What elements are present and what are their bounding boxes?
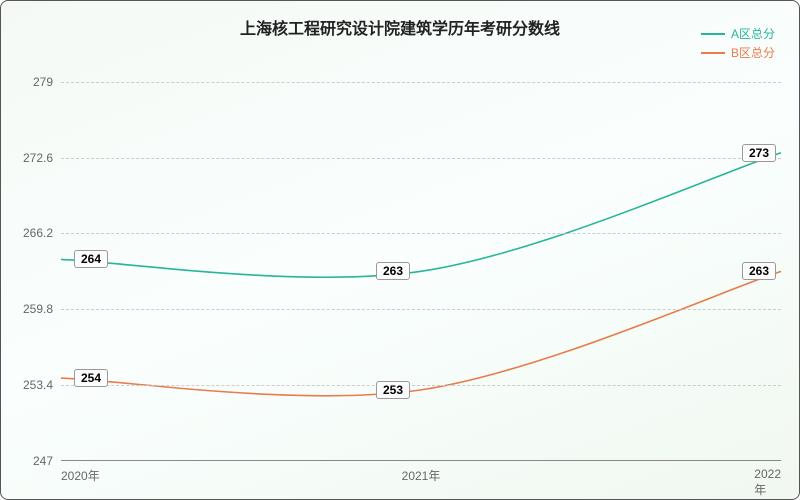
- legend-item-b: B区总分: [701, 44, 775, 61]
- series-line: [61, 153, 781, 277]
- chart-container: 上海核工程研究设计院建筑学历年考研分数线 A区总分 B区总分 247253.42…: [0, 0, 800, 500]
- data-label: 254: [74, 369, 108, 387]
- data-label: 264: [74, 250, 108, 268]
- legend-swatch-b: [701, 52, 725, 54]
- x-tick-label: 2022年: [754, 467, 781, 498]
- y-tick-label: 266.2: [23, 226, 53, 240]
- gridline: [61, 158, 781, 159]
- data-label: 263: [376, 262, 410, 280]
- y-tick-label: 253.4: [23, 378, 53, 392]
- y-tick-label: 259.8: [23, 302, 53, 316]
- chart-svg: [61, 71, 781, 461]
- data-label: 263: [742, 262, 776, 280]
- y-tick-label: 247: [33, 454, 53, 468]
- gridline: [61, 82, 781, 83]
- x-tick-label: 2021年: [402, 467, 441, 484]
- gridline: [61, 233, 781, 234]
- y-tick-label: 279: [33, 75, 53, 89]
- x-axis-line: [61, 460, 781, 461]
- x-tick-label: 2020年: [61, 467, 100, 484]
- gridline: [61, 385, 781, 386]
- plot-area: 247253.4259.8266.2272.62792020年2021年2022…: [61, 71, 781, 461]
- legend-label-b: B区总分: [731, 44, 775, 61]
- legend-swatch-a: [701, 33, 725, 35]
- data-label: 253: [376, 381, 410, 399]
- legend-item-a: A区总分: [701, 25, 775, 42]
- y-tick-label: 272.6: [23, 151, 53, 165]
- legend-label-a: A区总分: [731, 25, 775, 42]
- data-label: 273: [742, 144, 776, 162]
- chart-title: 上海核工程研究设计院建筑学历年考研分数线: [240, 15, 560, 39]
- series-line: [61, 271, 781, 395]
- gridline: [61, 309, 781, 310]
- legend: A区总分 B区总分: [701, 25, 775, 63]
